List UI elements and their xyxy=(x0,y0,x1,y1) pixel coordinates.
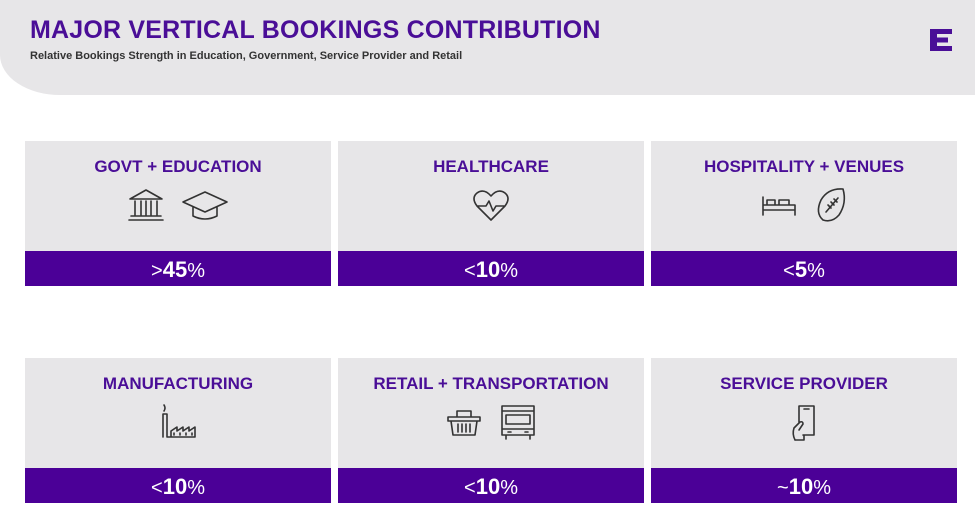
figure: 10 xyxy=(788,474,814,499)
card: RETAIL + TRANSPORTATION <10% xyxy=(338,358,644,503)
card: HOSPITALITY + VENUES <5% xyxy=(651,141,957,286)
value-bar: <10% xyxy=(25,468,331,503)
value-bar: <10% xyxy=(338,468,644,503)
qualifier: ~ xyxy=(777,477,789,499)
icons xyxy=(338,185,644,229)
truck-icon xyxy=(501,405,535,440)
unit: % xyxy=(813,477,831,499)
bank-icon xyxy=(128,189,164,221)
card: MANUFACTURING <10% xyxy=(25,358,331,503)
qualifier: < xyxy=(464,260,476,282)
subtitle: Relative Bookings Strength in Education,… xyxy=(30,50,463,62)
qualifier: > xyxy=(151,260,163,282)
card-top xyxy=(338,358,644,468)
card-title: HOSPITALITY + VENUES xyxy=(703,157,905,176)
icons xyxy=(25,185,331,229)
card-top xyxy=(25,358,331,468)
title: MAJOR VERTICAL BOOKINGS CONTRIBUTION xyxy=(30,16,601,44)
unit: % xyxy=(500,477,518,499)
icons xyxy=(651,402,957,446)
qualifier: < xyxy=(151,477,163,499)
card: GOVT + EDUCATION >45% xyxy=(25,141,331,286)
heart-icon xyxy=(473,190,509,221)
card-title: HEALTHCARE xyxy=(433,157,549,176)
football-icon xyxy=(817,188,846,222)
card: SERVICE PROVIDER ~10% xyxy=(651,358,957,503)
card-top xyxy=(25,141,331,251)
bed-icon xyxy=(762,196,796,216)
card-top xyxy=(651,358,957,468)
card-title: RETAIL + TRANSPORTATION xyxy=(373,374,609,393)
figure: 10 xyxy=(475,257,501,282)
figure: 45 xyxy=(162,257,188,282)
card-title: SERVICE PROVIDER xyxy=(720,374,888,393)
value-bar: >45% xyxy=(25,251,331,286)
figure: 10 xyxy=(162,474,188,499)
phone-icon xyxy=(792,405,815,441)
figure: 10 xyxy=(475,474,501,499)
icons xyxy=(338,402,644,446)
qualifier: < xyxy=(783,260,795,282)
header-band xyxy=(0,0,975,95)
value-bar: <5% xyxy=(651,251,957,286)
qualifier: < xyxy=(464,477,476,499)
unit: % xyxy=(807,260,825,282)
logo xyxy=(930,29,952,51)
graduation-icon xyxy=(182,191,228,220)
value-bar: <10% xyxy=(338,251,644,286)
unit: % xyxy=(500,260,518,282)
card: HEALTHCARE <10% xyxy=(338,141,644,286)
card-title: MANUFACTURING xyxy=(102,374,254,393)
unit: % xyxy=(187,260,205,282)
icons xyxy=(25,402,331,446)
factory-icon xyxy=(162,404,196,438)
unit: % xyxy=(187,477,205,499)
icons xyxy=(651,185,957,229)
card-top xyxy=(651,141,957,251)
card-title: GOVT + EDUCATION xyxy=(94,157,262,176)
basket-icon xyxy=(447,410,481,436)
value-bar: ~10% xyxy=(651,468,957,503)
figure: 5 xyxy=(794,257,808,282)
